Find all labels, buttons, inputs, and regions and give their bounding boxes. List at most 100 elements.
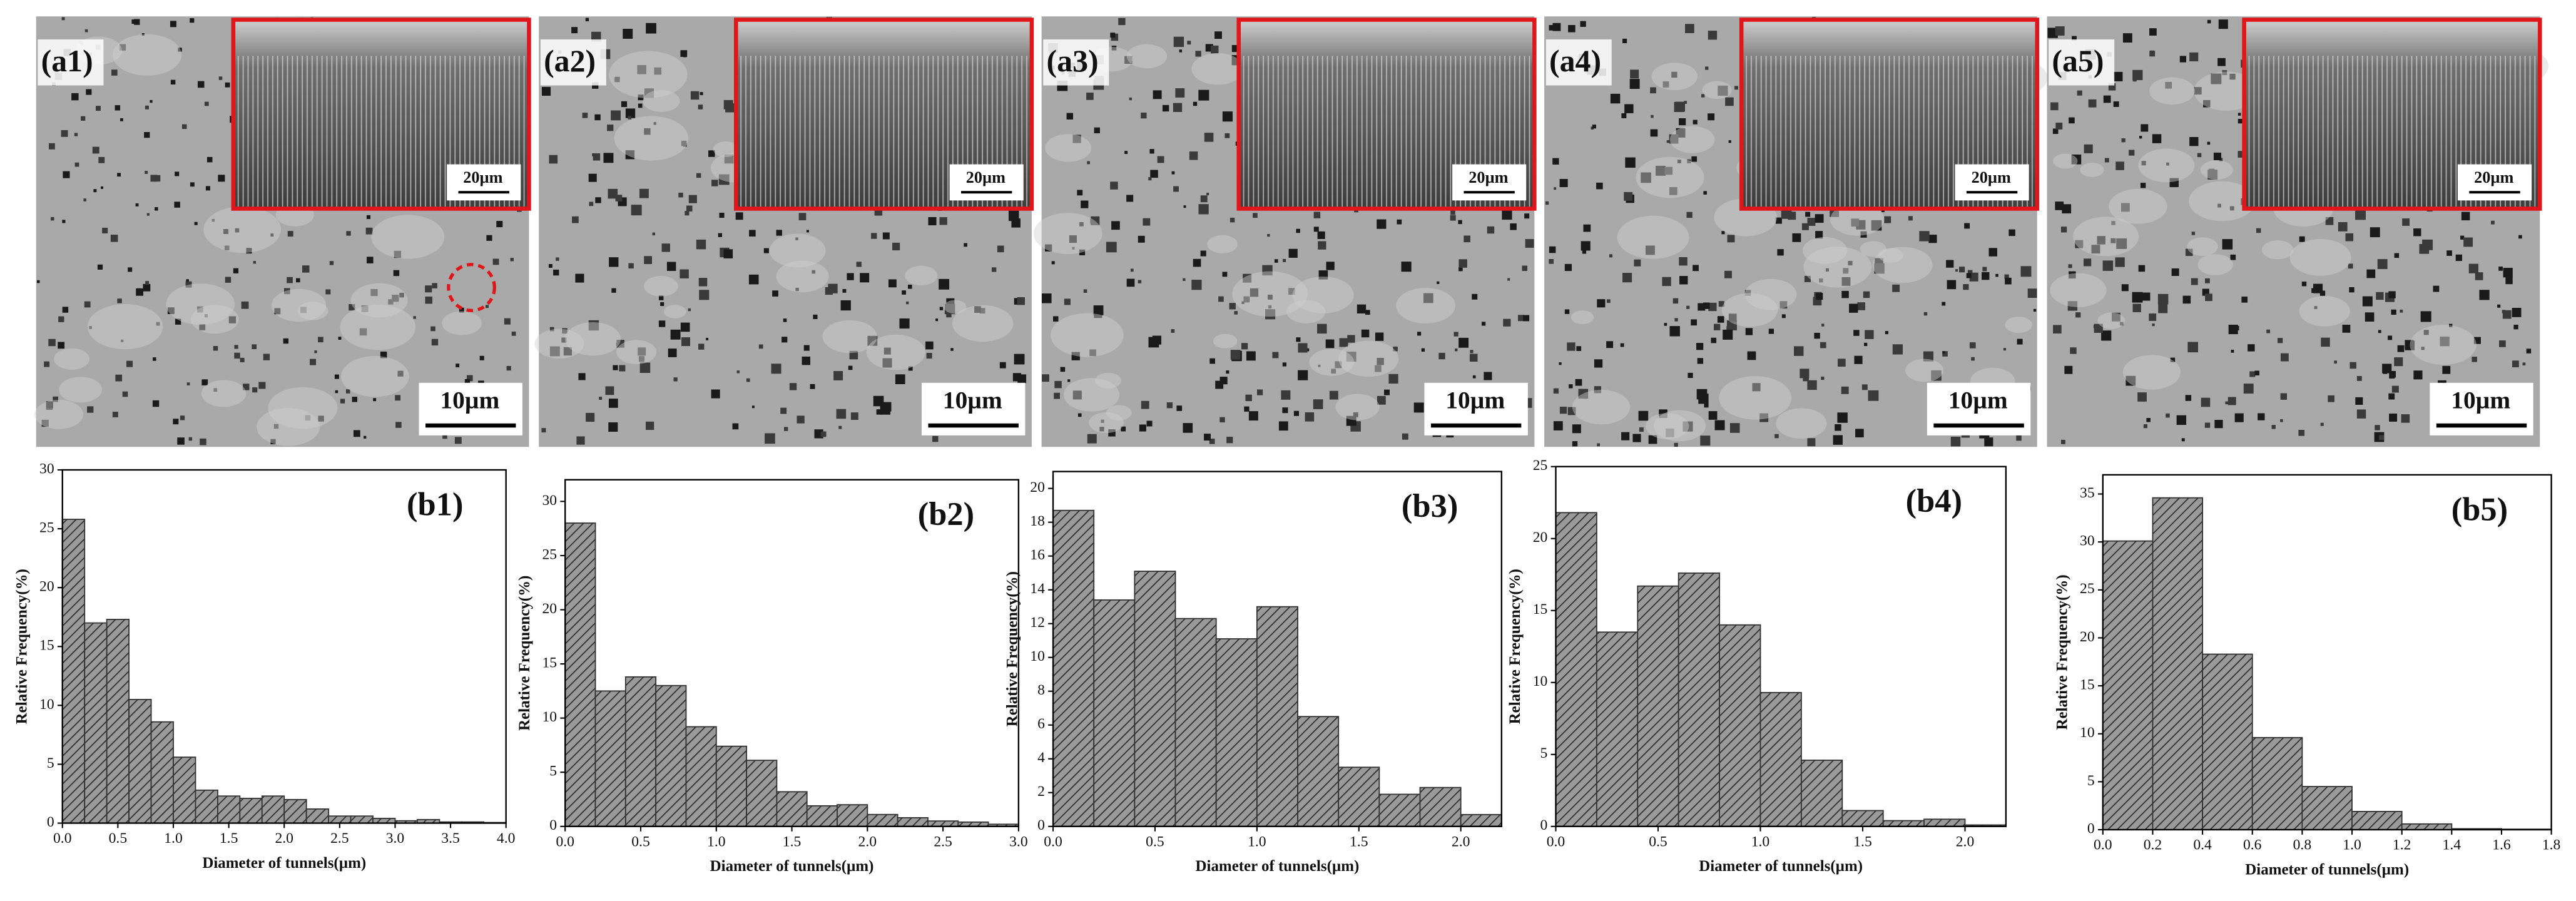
pore [1162,104,1169,112]
pore [117,298,122,303]
pore [594,114,601,121]
pore [1632,434,1641,442]
y-axis-label: Relative Frequency(%) [1004,571,1021,726]
pore [2191,232,2196,235]
bar [2401,823,2453,830]
pore [1835,424,1841,431]
pore [1592,125,1596,129]
pore [939,217,947,225]
pore [2356,375,2362,381]
pore [466,375,473,382]
pore [609,257,619,267]
pore [1014,354,1025,365]
pore [1919,231,1930,242]
texture [1089,412,1124,434]
pore [2149,313,2157,321]
pore [190,18,195,23]
x-tick-label: 4.0 [497,830,516,847]
pore [1815,231,1823,239]
pore [1110,33,1116,38]
pore [1833,435,1843,445]
pore [1931,370,1942,381]
pore [2068,264,2072,268]
pore [2217,58,2226,66]
pore [296,278,300,283]
pore [213,345,218,351]
pore [1317,323,1327,334]
x-tick-label: 1.0 [707,833,726,850]
bar [1256,606,1298,827]
pore [170,21,176,28]
pore [1517,315,1524,322]
pore [1691,156,1698,162]
pore [1086,92,1094,100]
pore [186,382,190,385]
x-tick-label: 0.0 [556,833,574,850]
bar [1677,573,1721,827]
pore [2391,385,2399,393]
pore [1472,375,1476,379]
pore [2442,365,2451,374]
pore [395,422,402,428]
pore [2214,420,2223,429]
pore [1669,134,1679,144]
pore [201,379,208,385]
texture [608,51,688,98]
pore [84,29,88,33]
pore [2388,393,2395,400]
pore [1288,248,1298,258]
pore [1417,332,1422,336]
y-tick-label: 4 [1037,750,1045,766]
pore [1118,18,1126,26]
pore [1775,217,1782,224]
pore [1064,298,1071,305]
pore [2231,349,2234,353]
pore [2321,337,2330,347]
pore [101,186,104,189]
pore [1807,380,1817,390]
pore [1072,247,1075,250]
pore [1821,323,1825,327]
pore [1149,149,1154,154]
pore [373,398,377,402]
bar [594,690,626,827]
pore [2400,309,2403,313]
pore [806,230,809,233]
pore [628,116,631,120]
plot-frame [1555,466,2007,827]
pore [631,205,642,216]
pore [1381,399,1385,404]
panel-label-box [540,39,606,86]
pore [2070,347,2077,354]
pore [1942,351,1945,354]
pore [2468,263,2478,273]
pore [2271,425,2276,429]
y-tick-label: 20 [542,601,557,617]
pore [2475,272,2483,280]
texture [643,89,680,113]
pore [1849,303,1858,313]
pore [1079,222,1084,227]
texture [1106,405,1132,420]
pore [803,345,810,351]
pore [1210,45,1219,54]
pore [680,322,690,332]
pore [723,99,733,109]
pore [836,409,847,419]
pore [1759,413,1769,422]
texture [663,305,686,318]
pore [950,348,954,351]
pore [1298,343,1308,353]
pore [2125,375,2136,386]
texture [1636,156,1704,198]
y-tick-label: 25 [39,519,54,536]
pore [345,389,350,394]
pore [683,53,687,58]
pore [1523,315,1530,322]
pore [1552,158,1559,165]
pore [1641,172,1651,183]
pore [388,299,394,305]
pore [926,353,932,359]
pore [2113,71,2123,81]
pore [595,197,601,203]
